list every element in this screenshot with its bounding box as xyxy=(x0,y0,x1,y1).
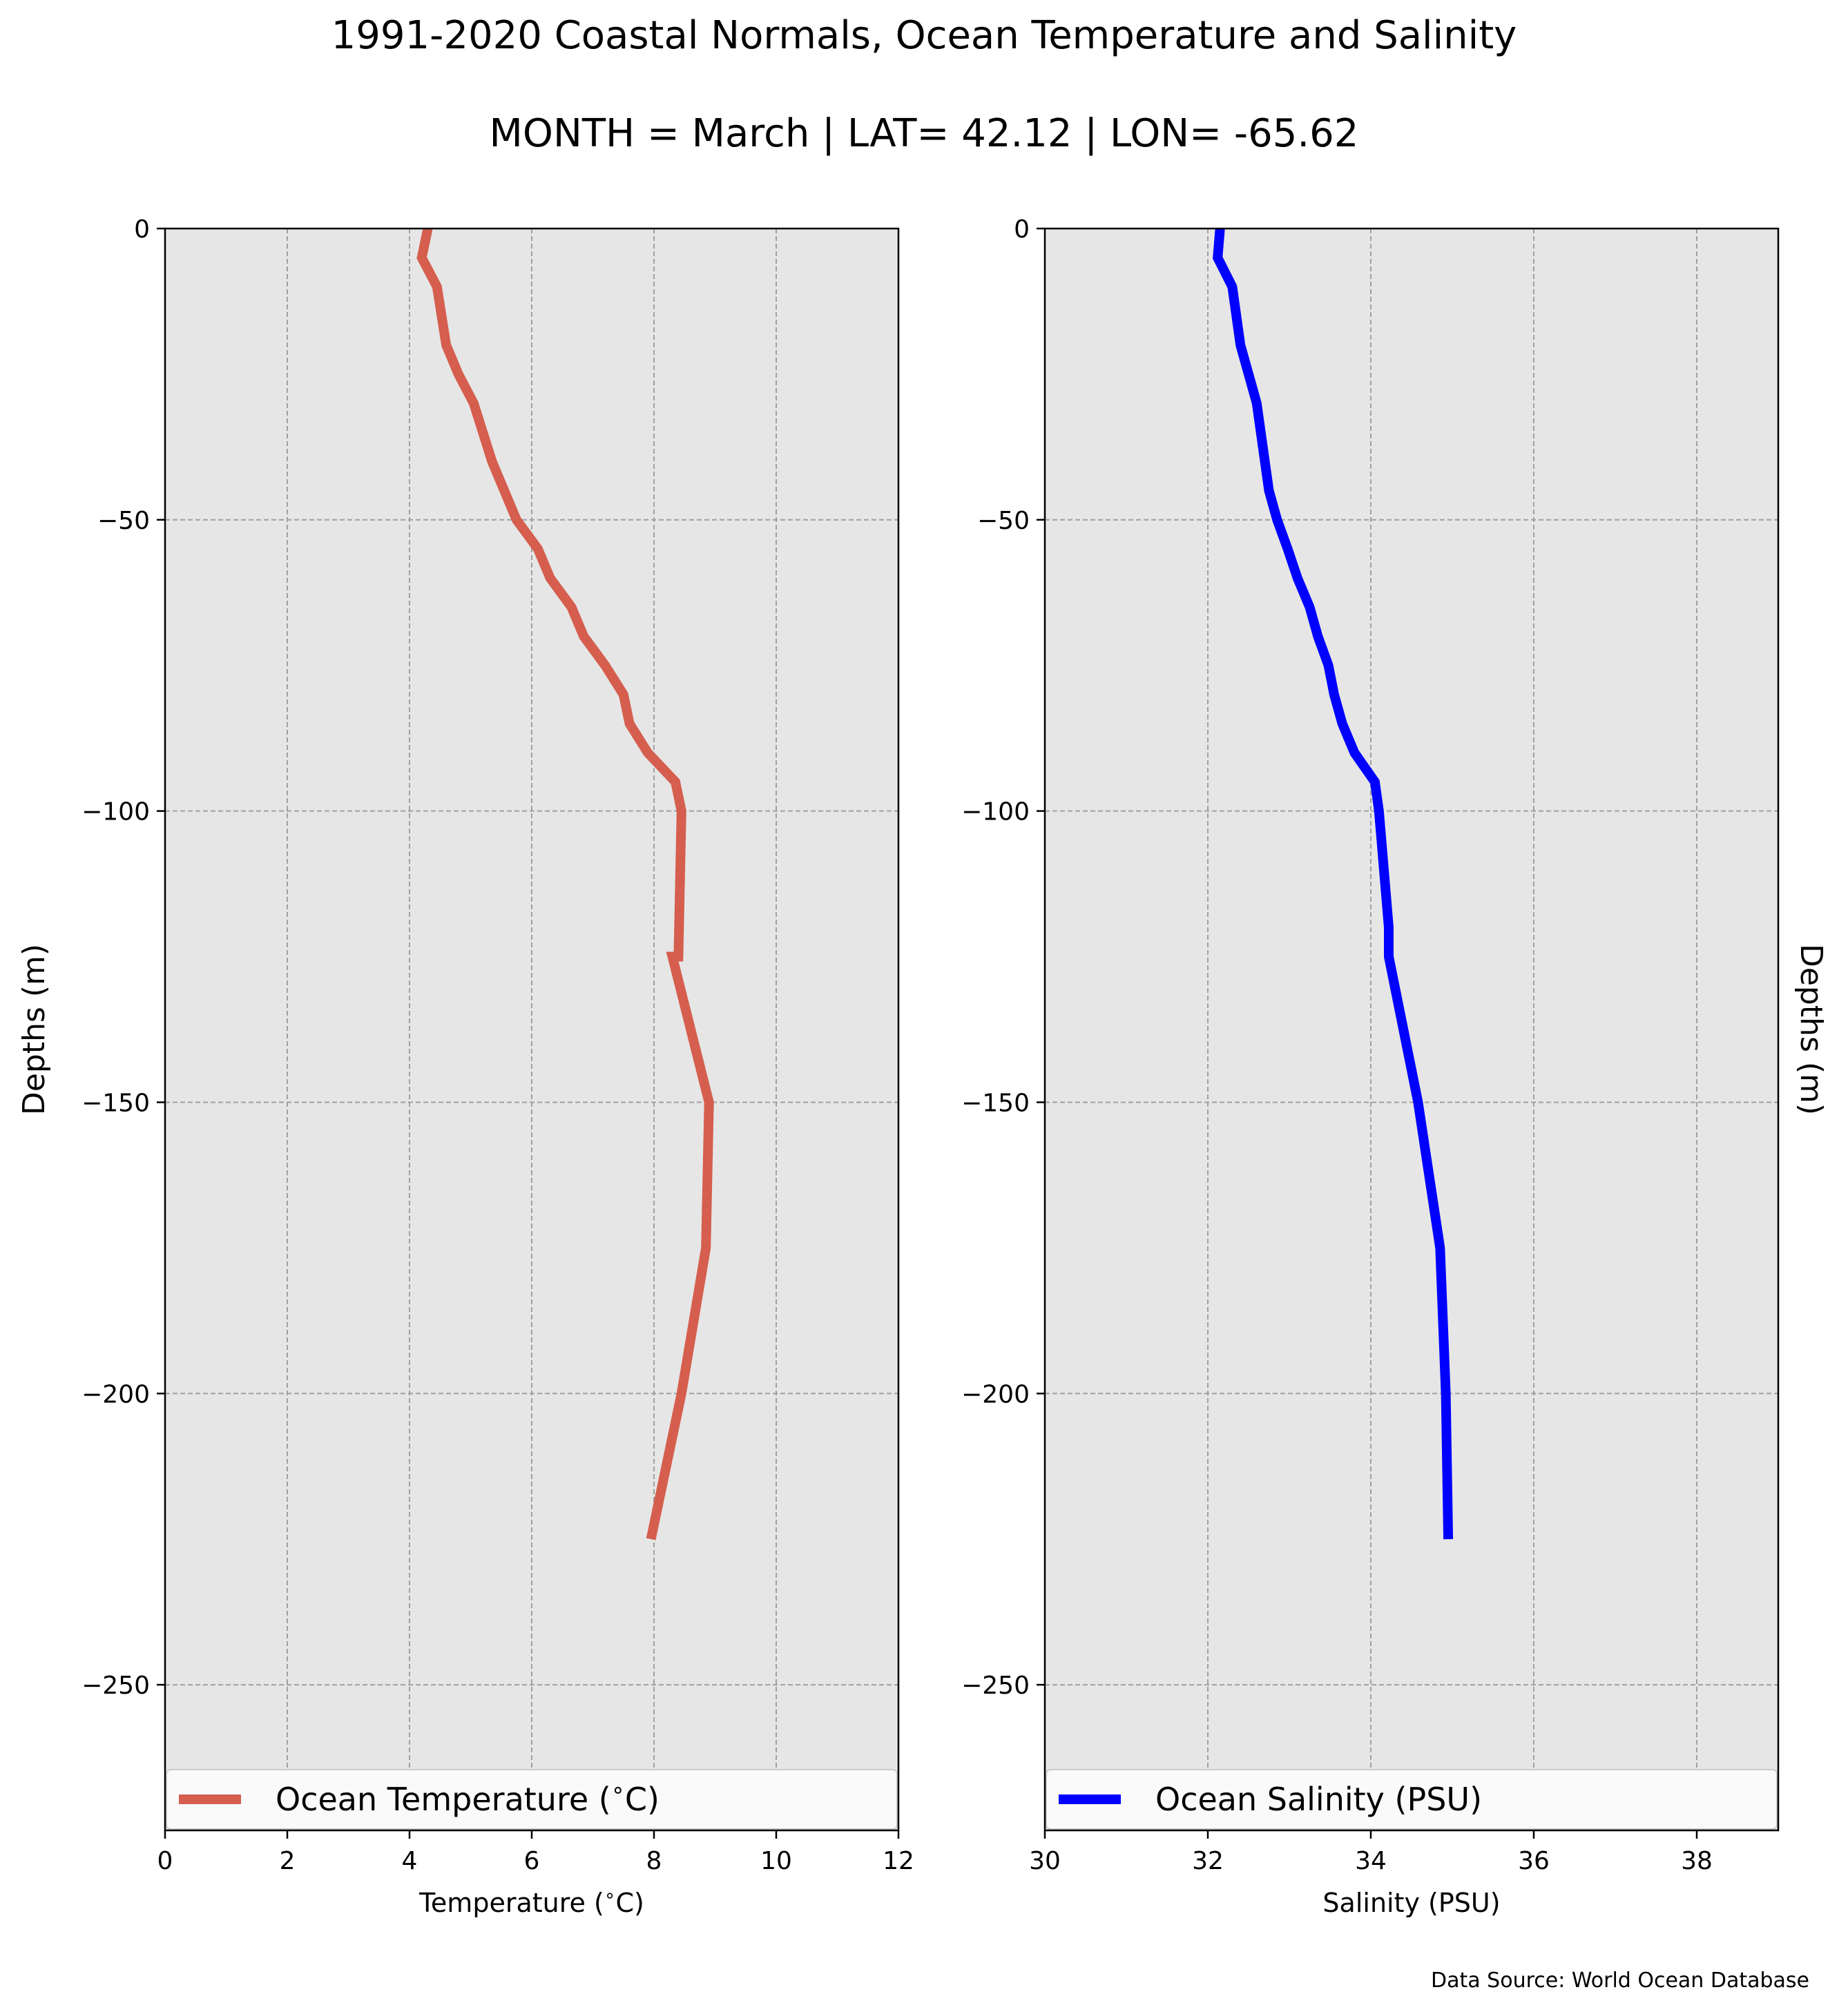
x-tick-label: 0 xyxy=(157,1847,173,1875)
legend: Ocean Salinity (PSU) xyxy=(1046,1769,1778,1830)
legend-box xyxy=(166,1769,898,1830)
y-tick-label: −200 xyxy=(81,1380,150,1409)
y-tick-label: −50 xyxy=(977,507,1030,535)
y-tick-label: −200 xyxy=(961,1380,1030,1409)
legend: Ocean Temperature (∘C) xyxy=(166,1769,898,1830)
y-tick-label: −50 xyxy=(97,507,150,535)
y-tick-label: −150 xyxy=(81,1089,150,1117)
y-tick-label: −250 xyxy=(81,1672,150,1700)
y-tick-label: −150 xyxy=(961,1089,1030,1117)
y-tick-label: −100 xyxy=(81,798,150,826)
y-tick-label: 0 xyxy=(134,215,150,244)
y-tick-label: −100 xyxy=(961,798,1030,826)
legend-box xyxy=(1046,1769,1778,1830)
series-line xyxy=(416,227,714,1540)
y-tick-label: −250 xyxy=(961,1672,1030,1700)
plot-area xyxy=(1045,229,1778,1830)
x-tick-label: 34 xyxy=(1355,1847,1387,1875)
x-axis-label: Salinity (PSU) xyxy=(1322,1888,1500,1918)
salinity-panel: Ocean Salinity (PSU) 30 32 34 36 38 0 −50 −100 −1… xyxy=(961,215,1829,1918)
x-tick-label: 6 xyxy=(524,1847,540,1875)
legend-label: Ocean Temperature (∘C) xyxy=(276,1777,660,1818)
axes-frame xyxy=(1043,227,1780,1832)
temperature-panel: Ocean Temperature (∘C) 0 2 4 6 8 10 12 0 −50 −100 −… xyxy=(17,215,914,1918)
x-tick-label: 10 xyxy=(760,1847,792,1875)
x-tick-label: 36 xyxy=(1518,1847,1550,1875)
x-tick-label: 38 xyxy=(1681,1847,1713,1875)
x-tick-label: 2 xyxy=(280,1847,296,1875)
x-tick-label: 12 xyxy=(883,1847,914,1875)
data-source-note: Data Source: World Ocean Database xyxy=(1431,1968,1809,1993)
figure-title: 1991-2020 Coastal Normals, Ocean Tempera… xyxy=(331,13,1517,58)
figure-subtitle: MONTH = March | LAT= 42.12 | LON= -65.62 xyxy=(490,111,1359,156)
x-axis-label: Temperature (∘C) xyxy=(418,1885,644,1919)
legend-label: Ocean Salinity (PSU) xyxy=(1155,1781,1482,1818)
x-tick-label: 8 xyxy=(646,1847,662,1875)
x-tick-label: 32 xyxy=(1192,1847,1224,1875)
series-line xyxy=(1213,228,1454,1540)
x-tick-label: 30 xyxy=(1029,1847,1061,1875)
x-tick-label: 4 xyxy=(402,1847,418,1875)
y-axis-label: Depths (m) xyxy=(17,944,52,1115)
y-tick-label: 0 xyxy=(1014,215,1030,244)
y-axis-label-right: Depths (m) xyxy=(1793,944,1829,1115)
